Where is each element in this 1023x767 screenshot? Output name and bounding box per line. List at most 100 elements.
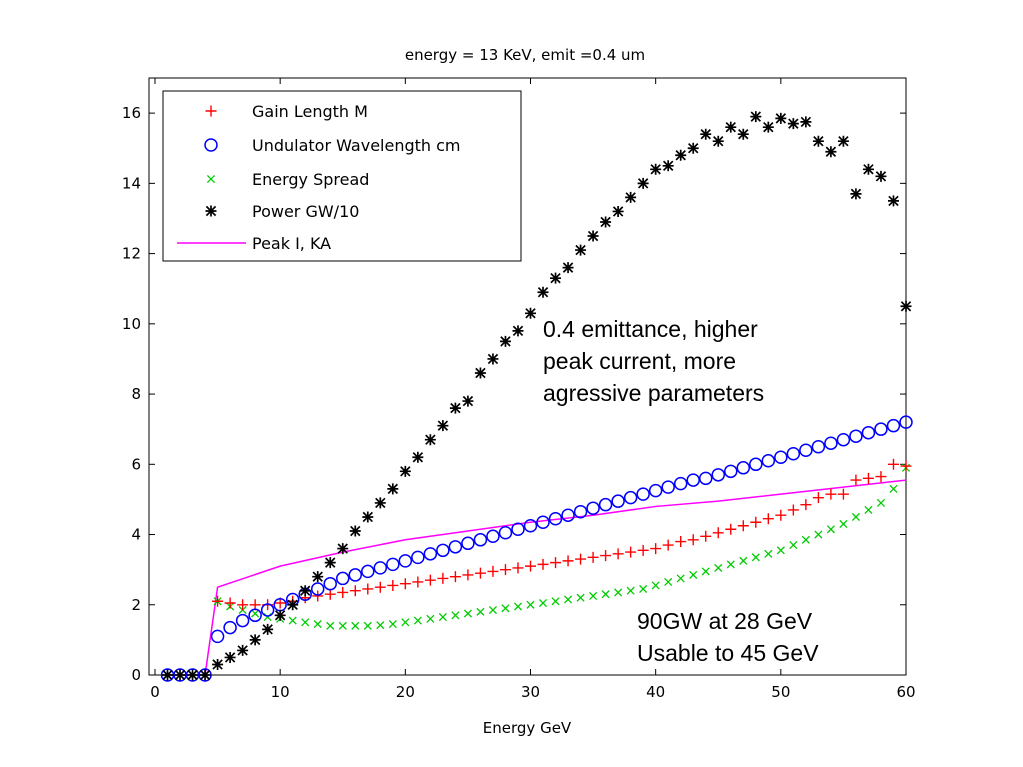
data-point <box>573 504 588 519</box>
data-point <box>787 118 799 130</box>
data-point <box>764 549 773 558</box>
data-point <box>876 498 886 507</box>
data-point <box>837 135 849 147</box>
data-point <box>498 526 513 540</box>
y-tick-label: 10 <box>122 315 141 333</box>
data-point <box>462 395 474 407</box>
data-point <box>623 490 638 505</box>
data-point <box>210 629 225 644</box>
data-point <box>349 525 361 537</box>
data-point <box>411 550 425 565</box>
data-point <box>612 548 624 560</box>
data-point <box>398 554 413 568</box>
data-point <box>726 560 735 569</box>
data-point <box>301 618 310 627</box>
data-point <box>801 535 810 544</box>
data-point <box>387 483 399 495</box>
data-point <box>423 547 438 561</box>
x-tick-label: 30 <box>521 683 540 701</box>
data-point <box>851 512 860 522</box>
data-point <box>473 533 488 547</box>
x-tick-label: 50 <box>771 683 790 701</box>
data-point <box>449 571 461 583</box>
data-marks <box>160 111 913 682</box>
data-point <box>614 588 623 597</box>
data-point <box>826 525 835 534</box>
data-point <box>249 634 261 646</box>
data-point <box>387 579 399 591</box>
data-point <box>651 581 660 590</box>
series-power-gw-10 <box>162 111 912 681</box>
data-point <box>237 599 249 611</box>
x-tick-label: 20 <box>396 683 415 701</box>
data-point <box>600 550 612 562</box>
data-point <box>537 286 549 298</box>
data-point <box>676 574 685 583</box>
data-point <box>525 307 536 319</box>
data-point <box>587 230 599 242</box>
data-point <box>299 585 311 597</box>
data-point <box>736 461 751 475</box>
legend-marker <box>205 105 217 117</box>
data-point <box>786 447 801 461</box>
data-point <box>850 188 862 200</box>
data-point <box>675 536 687 548</box>
data-point <box>412 451 424 463</box>
data-point <box>324 557 336 569</box>
data-point <box>687 534 699 546</box>
data-point <box>775 509 787 521</box>
y-tick-label: 8 <box>131 385 141 403</box>
data-point <box>700 128 712 140</box>
data-point <box>675 149 687 161</box>
data-point <box>787 504 799 516</box>
data-point <box>612 205 624 217</box>
data-point <box>864 505 873 515</box>
data-point <box>598 497 613 512</box>
data-point <box>889 484 898 493</box>
data-point <box>762 513 774 525</box>
data-point <box>424 434 436 446</box>
data-point <box>349 585 361 597</box>
x-tick-label: 0 <box>150 683 160 701</box>
x-tick-label: 10 <box>271 683 290 701</box>
legend-marker <box>205 205 217 217</box>
series-undulator-wavelength-cm <box>160 415 913 682</box>
data-point <box>800 116 812 128</box>
data-point <box>487 353 499 365</box>
data-point <box>700 530 712 542</box>
data-point <box>501 604 510 613</box>
data-point <box>563 595 573 604</box>
y-tick-label: 16 <box>122 104 141 122</box>
data-point <box>862 163 874 175</box>
x-tick-label: 40 <box>646 683 665 701</box>
data-point <box>550 557 562 569</box>
data-point <box>812 135 824 147</box>
x-axis-label: Energy GeV <box>483 719 572 737</box>
data-point <box>413 616 422 625</box>
legend-label: Peak I, KA <box>252 234 331 253</box>
data-point <box>750 516 762 528</box>
data-point <box>799 443 813 457</box>
data-point <box>426 614 435 623</box>
data-point <box>437 572 449 584</box>
data-point <box>900 300 912 312</box>
data-point <box>237 644 249 656</box>
data-point <box>661 480 675 494</box>
data-point <box>650 163 662 175</box>
data-point <box>611 494 625 508</box>
y-tick-label: 14 <box>122 174 141 192</box>
data-point <box>538 598 548 608</box>
data-point <box>689 570 698 579</box>
data-point <box>310 582 325 596</box>
data-point <box>262 623 274 635</box>
data-point <box>162 669 174 681</box>
data-point <box>373 561 388 575</box>
data-point <box>749 457 763 472</box>
legend-box <box>162 90 522 262</box>
data-point <box>424 574 436 586</box>
data-point <box>812 492 824 504</box>
data-point <box>351 621 360 630</box>
data-point <box>850 474 862 486</box>
data-point <box>761 454 776 468</box>
data-point <box>326 621 335 630</box>
